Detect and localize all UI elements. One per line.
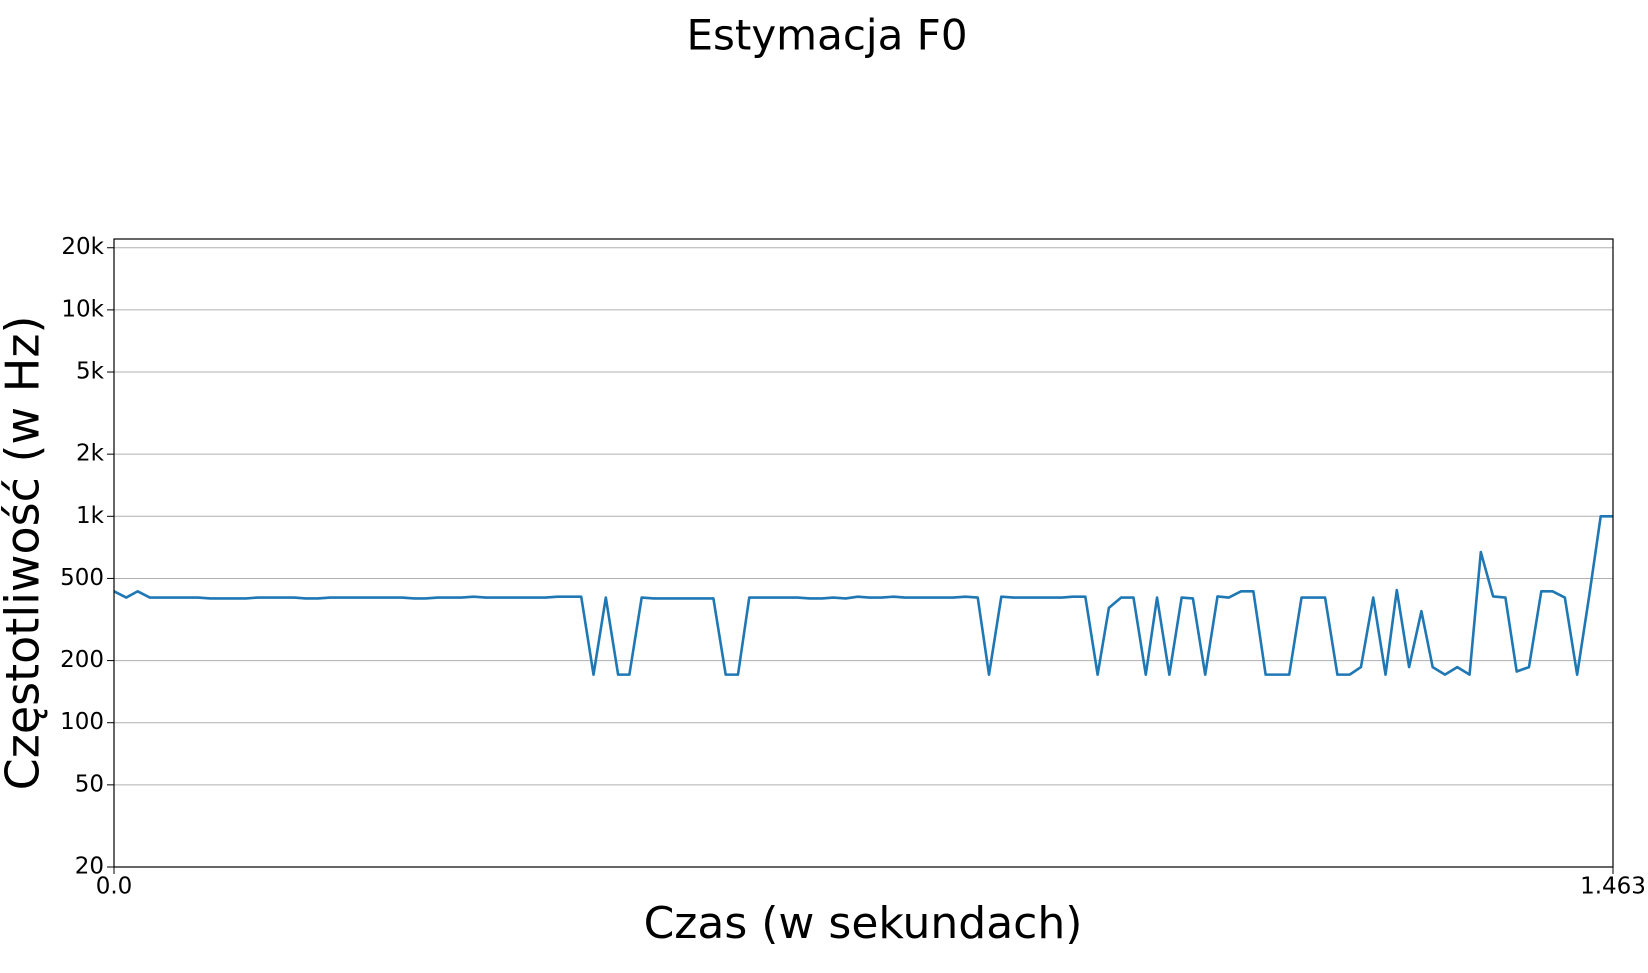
y-tick-label: 500 — [60, 565, 104, 591]
y-tick-label: 50 — [75, 771, 104, 797]
y-tick-label: 20 — [75, 854, 104, 880]
x-tick-label: 0.0 — [96, 874, 133, 900]
chart-title: Estymacja F0 — [686, 11, 967, 60]
y-tick-label: 5k — [76, 359, 105, 385]
y-tick-label: 10k — [61, 296, 104, 322]
plot-frame — [113, 238, 1614, 868]
f0-line — [113, 515, 1613, 676]
y-axis-label: Częstotliwość (w Hz) — [0, 316, 50, 791]
y-tick-label: 2k — [76, 441, 105, 467]
y-tick-label: 100 — [60, 709, 104, 735]
x-tick-label: 1.463 — [1580, 874, 1646, 900]
y-tick-label: 200 — [60, 647, 104, 673]
x-axis-label: Czas (w sekundach) — [644, 898, 1083, 949]
y-tick-label: 20k — [61, 234, 104, 260]
y-tick-label: 1k — [76, 503, 105, 529]
